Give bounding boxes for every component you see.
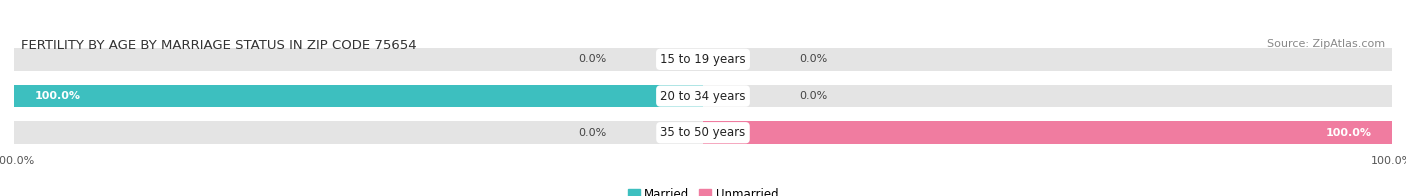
Text: 100.0%: 100.0%: [1326, 128, 1371, 138]
Bar: [703, 48, 1392, 71]
Text: 0.0%: 0.0%: [800, 91, 828, 101]
Text: 0.0%: 0.0%: [800, 54, 828, 64]
Text: 20 to 34 years: 20 to 34 years: [661, 90, 745, 103]
Bar: [14, 85, 703, 107]
Text: 15 to 19 years: 15 to 19 years: [661, 53, 745, 66]
Bar: [703, 85, 1392, 107]
Text: 0.0%: 0.0%: [578, 128, 606, 138]
Bar: [14, 121, 703, 144]
Legend: Married, Unmarried: Married, Unmarried: [623, 184, 783, 196]
Text: Source: ZipAtlas.com: Source: ZipAtlas.com: [1267, 39, 1385, 49]
Bar: [14, 85, 703, 107]
Text: 35 to 50 years: 35 to 50 years: [661, 126, 745, 139]
Text: FERTILITY BY AGE BY MARRIAGE STATUS IN ZIP CODE 75654: FERTILITY BY AGE BY MARRIAGE STATUS IN Z…: [21, 39, 416, 52]
Bar: [703, 121, 1392, 144]
Text: 100.0%: 100.0%: [35, 91, 80, 101]
Bar: [14, 48, 703, 71]
Bar: [703, 121, 1392, 144]
Text: 0.0%: 0.0%: [578, 54, 606, 64]
